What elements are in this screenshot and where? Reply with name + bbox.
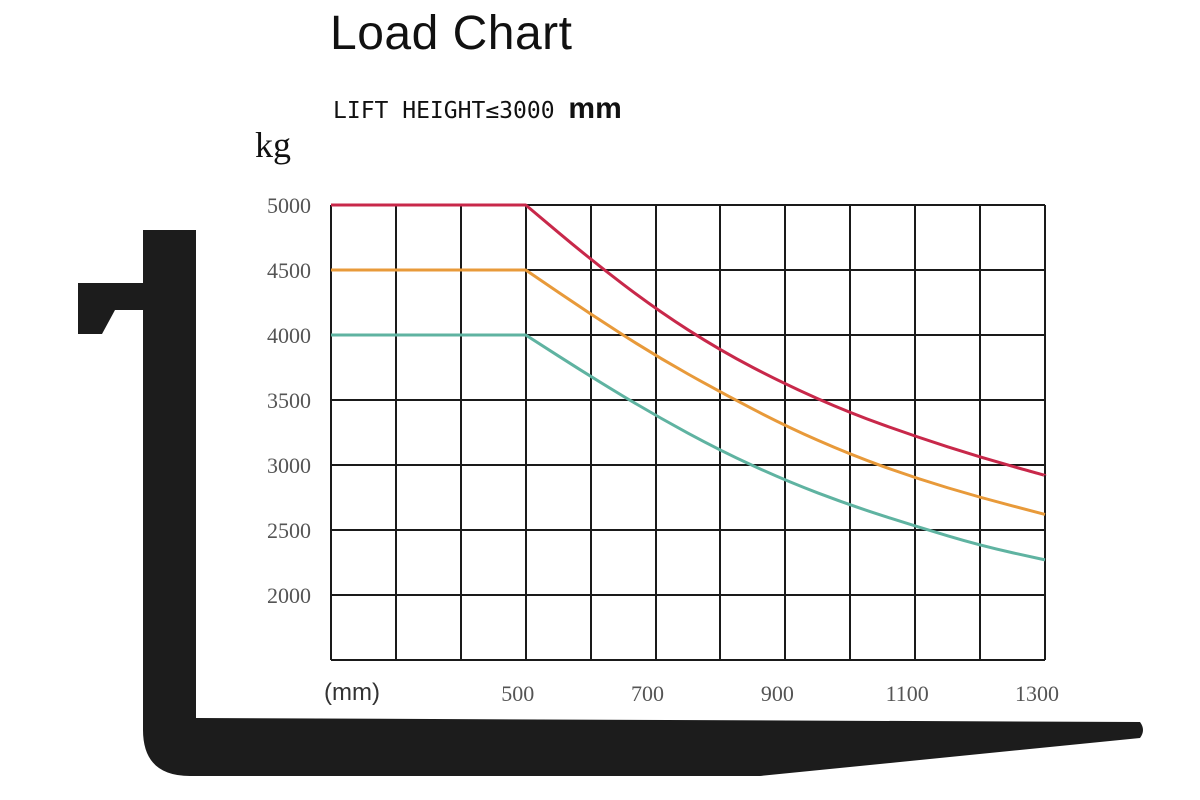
forklift-fork-graphic: [78, 230, 1143, 776]
x-tick-label: 700: [631, 681, 664, 706]
x-tick-label: 900: [761, 681, 794, 706]
series-line-2: [331, 268, 1046, 516]
subtitle-text: LIFT HEIGHT≤3000: [333, 98, 555, 124]
x-axis-ticks: (mm) 500 700 900 1100 1300: [324, 679, 1059, 706]
series-line-1: [331, 203, 1046, 477]
y-axis-label: kg: [255, 125, 291, 165]
y-tick-label: 4000: [267, 323, 311, 348]
y-tick-label: 3000: [267, 453, 311, 478]
y-tick-label: 4500: [267, 258, 311, 283]
x-tick-label: 500: [501, 681, 534, 706]
y-axis-ticks: 5000 4500 4000 3500 3000 2500 2000: [267, 193, 311, 608]
fork-heel-shape: [78, 230, 1143, 776]
chart-title: Load Chart: [330, 7, 573, 60]
x-axis-unit-label: (mm): [324, 679, 380, 706]
y-tick-label: 3500: [267, 388, 311, 413]
subtitle-unit: mm: [568, 92, 622, 125]
x-tick-label: 1100: [886, 681, 929, 706]
series-line-3: [331, 333, 1046, 562]
y-tick-label: 2500: [267, 518, 311, 543]
chart-subtitle: LIFT HEIGHT≤3000 mm: [333, 92, 622, 126]
y-tick-label: 2000: [267, 583, 311, 608]
x-tick-label: 1300: [1015, 681, 1059, 706]
y-tick-label: 5000: [267, 193, 311, 218]
chart-series: [331, 203, 1046, 562]
